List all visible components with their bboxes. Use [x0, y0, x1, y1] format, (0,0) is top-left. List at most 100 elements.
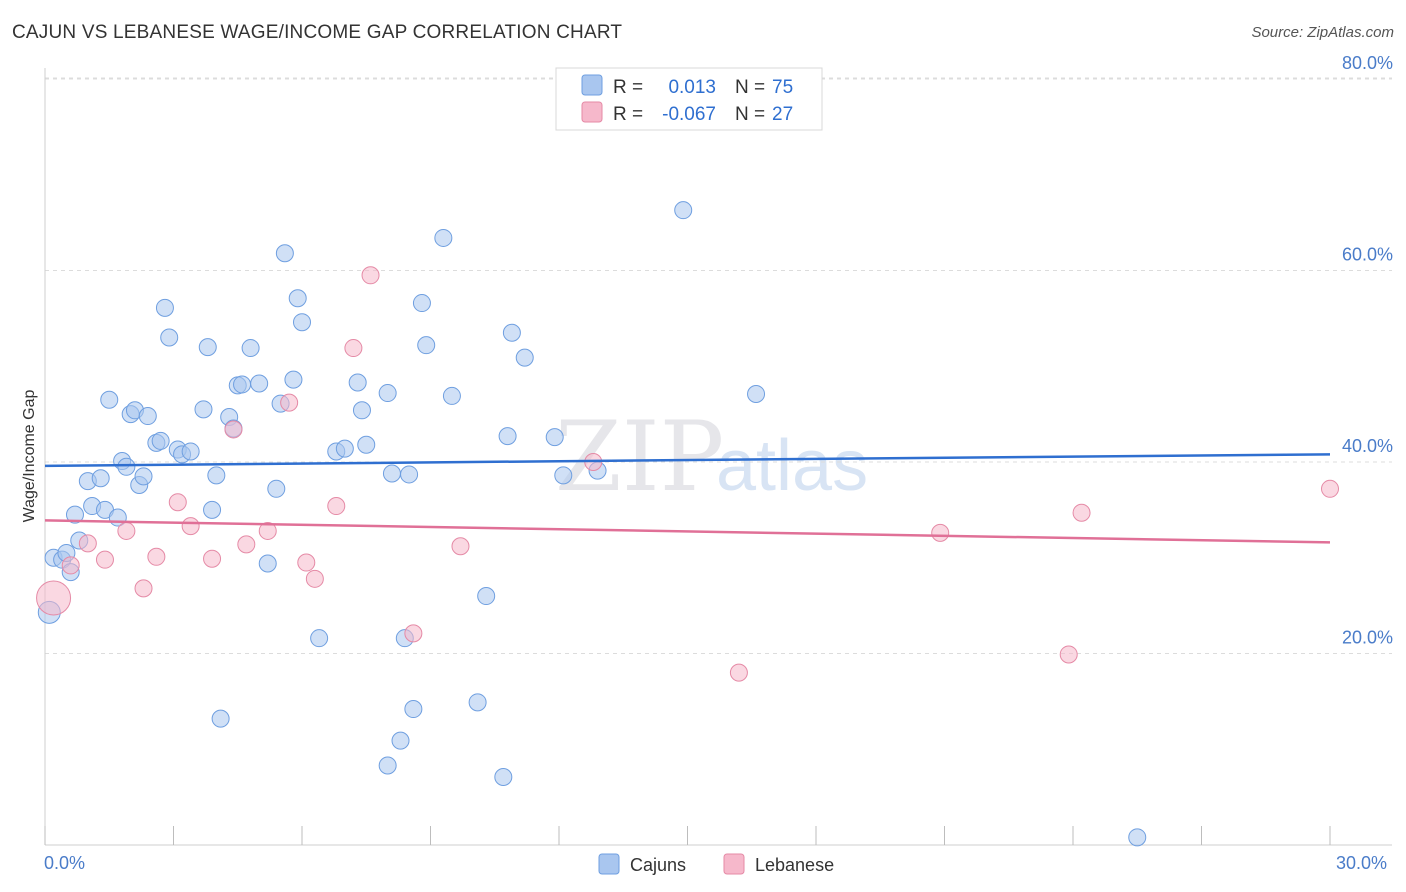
- lebanese-point-15: [305, 569, 324, 588]
- legend-r-label-cajuns: R =: [613, 77, 643, 98]
- y-axis-label: Wage/Income Gap: [21, 390, 38, 523]
- cajuns-point-31: [211, 709, 230, 728]
- lebanese-point-18: [361, 266, 380, 285]
- y-tick-label-60: 60.0%: [1342, 245, 1393, 265]
- cajuns-point-66: [502, 323, 521, 342]
- lebanese-point-24: [1059, 645, 1078, 664]
- lebanese-point-16: [327, 497, 346, 516]
- lebanese-point-20: [451, 537, 470, 556]
- y-tick-label-40: 40.0%: [1342, 436, 1393, 456]
- cajuns-trend-line: [44, 453, 1331, 468]
- cajuns-point-22: [155, 298, 174, 317]
- chart-title: CAJUN VS LEBANESE WAGE/INCOME GAP CORREL…: [12, 22, 623, 43]
- legend-n-value-cajuns: 75: [772, 77, 793, 98]
- lebanese-point-26: [1321, 479, 1339, 498]
- lebanese-point-8: [181, 517, 200, 536]
- cajuns-point-37: [250, 374, 269, 393]
- cajuns-point-26: [181, 442, 200, 461]
- bottom-legend-swatch-lebanese: [723, 853, 745, 875]
- bottom-legend-swatch-cajuns: [598, 853, 620, 875]
- cajuns-point-61: [442, 386, 461, 405]
- bottom-legend-label-cajuns: Cajuns: [630, 855, 686, 875]
- cajuns-point-27: [194, 400, 213, 419]
- cajuns-point-48: [348, 373, 367, 392]
- cajuns-point-42: [284, 370, 303, 389]
- cajuns-point-68: [545, 428, 564, 447]
- lebanese-point-23: [931, 523, 950, 542]
- y-tick-labels: 20.0% 40.0% 60.0% 80.0%: [1342, 53, 1393, 648]
- cajuns-point-52: [382, 464, 401, 483]
- lebanese-point-12: [258, 521, 277, 540]
- lebanese-point-5: [134, 579, 153, 598]
- legend-n-label-cajuns: N =: [735, 77, 765, 98]
- legend-swatch-cajuns: [581, 74, 603, 96]
- cajuns-point-49: [352, 401, 371, 420]
- cajuns-point-18: [134, 467, 153, 486]
- legend-n-label-lebanese: N =: [735, 104, 765, 125]
- series-cajuns: [37, 71, 1147, 847]
- lebanese-point-9: [203, 549, 222, 568]
- cajuns-point-51: [378, 384, 397, 403]
- x-tick-label-min: 0.0%: [44, 853, 85, 873]
- grid-lines: [45, 77, 1392, 654]
- cajuns-point-62: [468, 693, 487, 712]
- lebanese-point-2: [78, 534, 97, 553]
- cajuns-point-47: [335, 439, 354, 458]
- cajuns-point-59: [417, 336, 436, 355]
- lebanese-point-14: [297, 553, 316, 572]
- lebanese-point-3: [95, 550, 114, 569]
- x-tick-label-max: 30.0%: [1336, 853, 1387, 873]
- cajuns-point-11: [100, 390, 119, 409]
- lebanese-point-7: [168, 493, 187, 512]
- cajuns-point-39: [267, 479, 286, 498]
- x-tick-marks: [44, 826, 1331, 845]
- y-tick-label-80: 80.0%: [1342, 53, 1393, 73]
- cajuns-point-23: [160, 328, 179, 347]
- watermark-atlas: atlas: [716, 426, 868, 506]
- lebanese-point-4: [117, 521, 136, 540]
- lebanese-point-13: [280, 393, 299, 412]
- cajuns-point-57: [404, 700, 423, 719]
- cajuns-point-56: [378, 756, 397, 775]
- cajuns-point-53: [391, 731, 410, 750]
- cajuns-point-58: [412, 294, 431, 313]
- cajuns-point-9: [91, 469, 110, 488]
- source-label: Source: ZipAtlas.com: [1251, 24, 1394, 41]
- legend-r-value-cajuns: 0.013: [668, 77, 716, 98]
- cajuns-point-14: [117, 457, 136, 476]
- axes: [44, 68, 1392, 846]
- watermark-zip: ZIP: [555, 401, 724, 513]
- cajuns-point-29: [203, 500, 222, 519]
- lebanese-point-10: [224, 420, 243, 439]
- legend-n-value-lebanese: 27: [772, 104, 793, 125]
- legend-r-value-lebanese: -0.067: [662, 104, 716, 125]
- lebanese-point-19: [404, 624, 423, 643]
- cajuns-point-35: [233, 375, 252, 394]
- correlation-legend: R = 0.013 N = 75 R = -0.067 N = 27: [555, 67, 823, 131]
- legend-swatch-lebanese: [581, 101, 603, 123]
- lebanese-point-17: [344, 339, 363, 358]
- cajuns-point-50: [357, 435, 376, 454]
- cajuns-point-60: [434, 228, 453, 247]
- cajuns-point-67: [515, 348, 534, 367]
- legend-r-label-lebanese: R =: [613, 104, 643, 125]
- cajuns-point-30: [207, 466, 226, 485]
- cajuns-point-72: [747, 385, 766, 404]
- cajuns-point-19: [138, 407, 157, 426]
- y-tick-label-20: 20.0%: [1342, 628, 1393, 648]
- cajuns-point-71: [674, 201, 693, 220]
- lebanese-point-22: [729, 663, 748, 682]
- cajuns-point-65: [498, 427, 517, 446]
- cajuns-point-69: [554, 466, 573, 485]
- series-lebanese: [36, 266, 1339, 682]
- cajuns-point-41: [275, 244, 294, 263]
- cajuns-point-45: [310, 629, 329, 648]
- cajuns-point-21: [151, 431, 170, 450]
- lebanese-point-0: [36, 580, 72, 616]
- cajuns-point-43: [288, 289, 307, 308]
- trend-lines: [44, 453, 1331, 544]
- series-legend: Cajuns Lebanese: [598, 853, 834, 875]
- cajuns-point-44: [293, 313, 311, 332]
- lebanese-point-11: [237, 535, 256, 554]
